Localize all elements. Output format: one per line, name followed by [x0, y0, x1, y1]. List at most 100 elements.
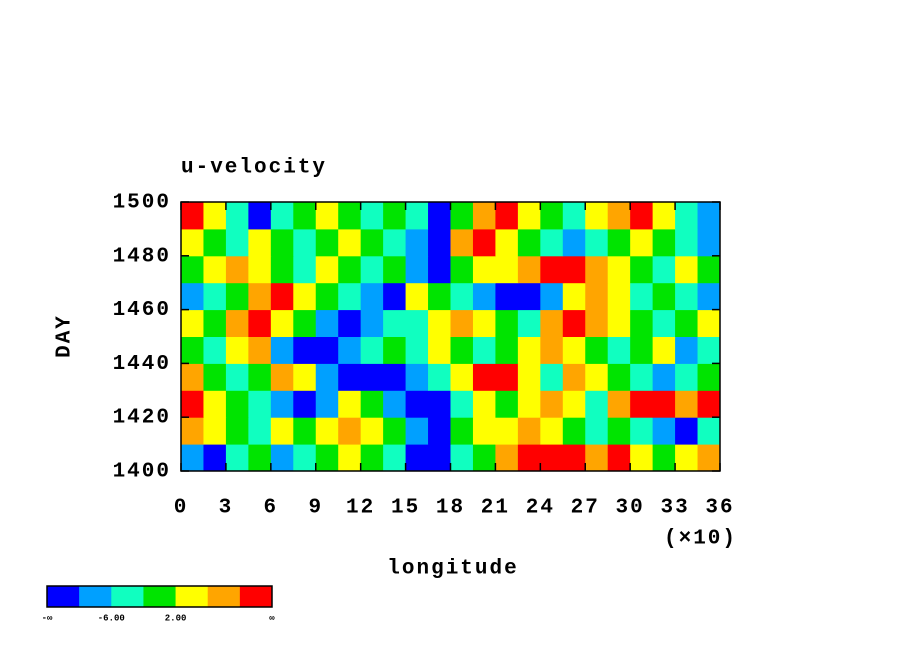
- contour-cell: [675, 202, 699, 230]
- contour-cell: [675, 309, 699, 337]
- contour-cell: [203, 202, 227, 230]
- contour-cell: [517, 336, 541, 364]
- contour-cell: [495, 228, 519, 257]
- contour-cell: [517, 417, 541, 445]
- contour-cell: [607, 309, 631, 337]
- colorbar-swatch: [111, 586, 144, 607]
- contour-cell: [562, 336, 586, 364]
- contour-cell: [405, 336, 429, 364]
- contour-cell: [585, 336, 609, 364]
- contour-cell: [540, 444, 564, 472]
- contour-cell: [562, 202, 586, 230]
- contour-cell: [517, 444, 541, 472]
- x-tick-label: 21: [481, 497, 510, 520]
- contour-cell: [293, 309, 317, 337]
- contour-cell: [203, 228, 227, 257]
- contour-cell: [315, 282, 339, 311]
- contour-cell: [472, 444, 496, 472]
- y-tick-label: 1440: [113, 353, 171, 376]
- x-tick-label: 24: [526, 497, 555, 520]
- contour-cell: [383, 444, 407, 472]
- contour-cell: [495, 282, 519, 311]
- contour-cell: [293, 202, 317, 230]
- contour-cell: [225, 363, 249, 391]
- x-tick-label: 12: [346, 497, 375, 520]
- colorbar-swatch: [239, 586, 273, 607]
- contour-cell: [315, 228, 339, 257]
- contour-cell: [360, 228, 384, 257]
- colorbar-label: ∞: [269, 613, 275, 623]
- contour-cell: [540, 363, 564, 391]
- contour-cell: [472, 390, 496, 418]
- contour-cell: [562, 390, 586, 418]
- contour-cell: [181, 255, 204, 284]
- contour-cell: [360, 255, 384, 284]
- contour-cell: [225, 444, 249, 472]
- contour-cell: [225, 417, 249, 445]
- contour-cell: [540, 255, 564, 284]
- contour-cell: [293, 255, 317, 284]
- contour-cell: [248, 363, 272, 391]
- contour-cell: [248, 202, 272, 230]
- contour-cell: [383, 202, 407, 230]
- x-tick-label: 33: [660, 497, 689, 520]
- contour-cell: [248, 417, 272, 445]
- contour-cell: [630, 282, 654, 311]
- contour-cell: [562, 417, 586, 445]
- y-tick-label: 1480: [113, 245, 171, 268]
- contour-cell: [428, 202, 451, 230]
- contour-cell: [225, 309, 249, 337]
- contour-cell: [383, 336, 407, 364]
- contour-cell: [181, 390, 204, 418]
- contour-cell: [270, 417, 294, 445]
- contour-cell: [630, 444, 654, 472]
- contour-cell: [472, 202, 496, 230]
- contour-cell: [360, 309, 384, 337]
- contour-cell: [248, 444, 272, 472]
- contour-cell: [383, 309, 407, 337]
- contour-cell: [517, 202, 541, 230]
- contour-cell: [630, 309, 654, 337]
- contour-cell: [315, 336, 339, 364]
- contour-cell: [338, 363, 362, 391]
- contour-cell: [495, 363, 519, 391]
- y-tick-label: 1400: [113, 461, 171, 484]
- contour-cell: [585, 255, 609, 284]
- contour-cell: [585, 309, 609, 337]
- contour-cell: [360, 363, 384, 391]
- contour-cell: [607, 390, 631, 418]
- contour-cell: [270, 309, 294, 337]
- contour-cell: [562, 228, 586, 257]
- contour-cell: [652, 228, 676, 257]
- contour-cell: [270, 202, 294, 230]
- chart-title: u-velocity: [181, 157, 327, 180]
- contour-cell: [383, 417, 407, 445]
- contour-cell: [203, 309, 227, 337]
- contour-cell: [428, 282, 451, 311]
- contour-cell: [360, 282, 384, 311]
- contour-cell: [652, 444, 676, 472]
- contour-cell: [697, 309, 721, 337]
- contour-cell: [540, 390, 564, 418]
- contour-cell: [181, 363, 204, 391]
- contour-cell: [675, 228, 699, 257]
- contour-cell: [450, 255, 474, 284]
- contour-cell: [562, 255, 586, 284]
- colorbar-label: -∞: [42, 613, 53, 623]
- contour-cell: [270, 336, 294, 364]
- contour-cell: [203, 390, 227, 418]
- contour-cell: [203, 363, 227, 391]
- contour-cell: [181, 282, 204, 311]
- contour-cell: [450, 417, 474, 445]
- contour-cell: [630, 417, 654, 445]
- contour-cell: [652, 417, 676, 445]
- contour-cell: [405, 363, 429, 391]
- contour-cell: [675, 390, 699, 418]
- colorbar-label: -6.00: [98, 613, 125, 623]
- contour-cell: [248, 390, 272, 418]
- x-tick-label: 3: [219, 497, 234, 520]
- contour-cell: [338, 417, 362, 445]
- contour-cell: [383, 282, 407, 311]
- contour-cell: [428, 390, 451, 418]
- contour-cell: [607, 336, 631, 364]
